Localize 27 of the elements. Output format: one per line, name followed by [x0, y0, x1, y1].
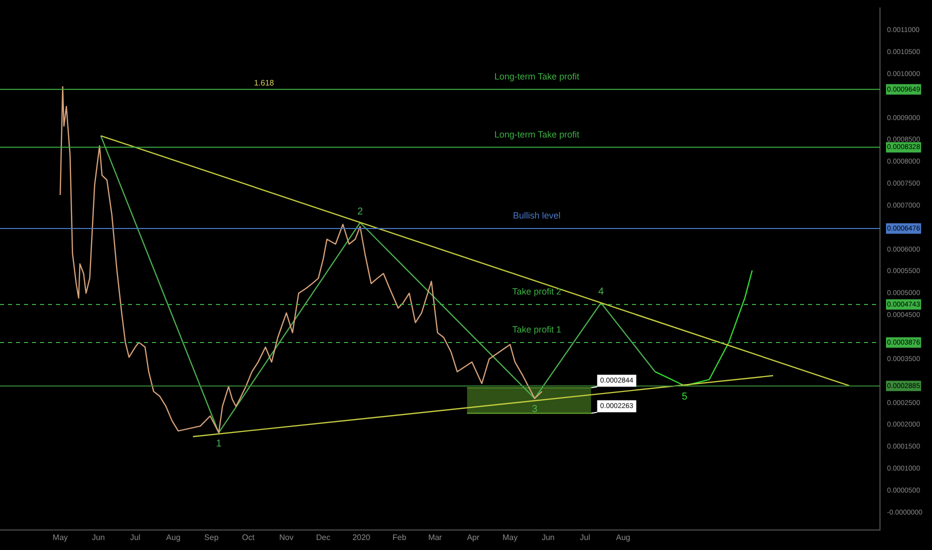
x-tick-label: Aug: [616, 533, 630, 542]
annotation: 3: [532, 404, 538, 416]
x-tick-label: May: [502, 533, 518, 542]
x-tick-label: Dec: [316, 533, 330, 542]
ref-line-label: Long-term Take profit: [494, 129, 580, 140]
x-tick-label: Oct: [242, 533, 256, 542]
x-tick-label: 2020: [352, 533, 371, 542]
x-tick-label: Mar: [428, 533, 442, 542]
ref-line-label: Bullish level: [513, 210, 561, 220]
annotation: 4: [598, 286, 604, 298]
ref-line-label: Take profit 2: [512, 286, 562, 296]
x-tick-label: May: [52, 533, 68, 542]
x-tick-label: Aug: [166, 533, 180, 542]
x-tick-label: Sep: [204, 533, 220, 542]
x-tick-label: Nov: [279, 533, 294, 542]
x-tick-label: Apr: [466, 533, 480, 542]
ref-line-label: Take profit 1: [512, 324, 562, 334]
x-tick-label: Jul: [130, 533, 141, 542]
annotation: 1.618: [254, 78, 275, 88]
x-tick-label: Jun: [542, 533, 555, 542]
ref-line-label: Long-term Take profit: [494, 71, 580, 82]
annotation: 1: [216, 438, 222, 450]
annotation: 5: [682, 391, 688, 402]
annotation: 2: [357, 206, 364, 218]
x-tick-label: Jun: [92, 533, 105, 542]
x-tick-label: Jul: [580, 533, 590, 542]
x-tick-label: Feb: [392, 533, 407, 542]
